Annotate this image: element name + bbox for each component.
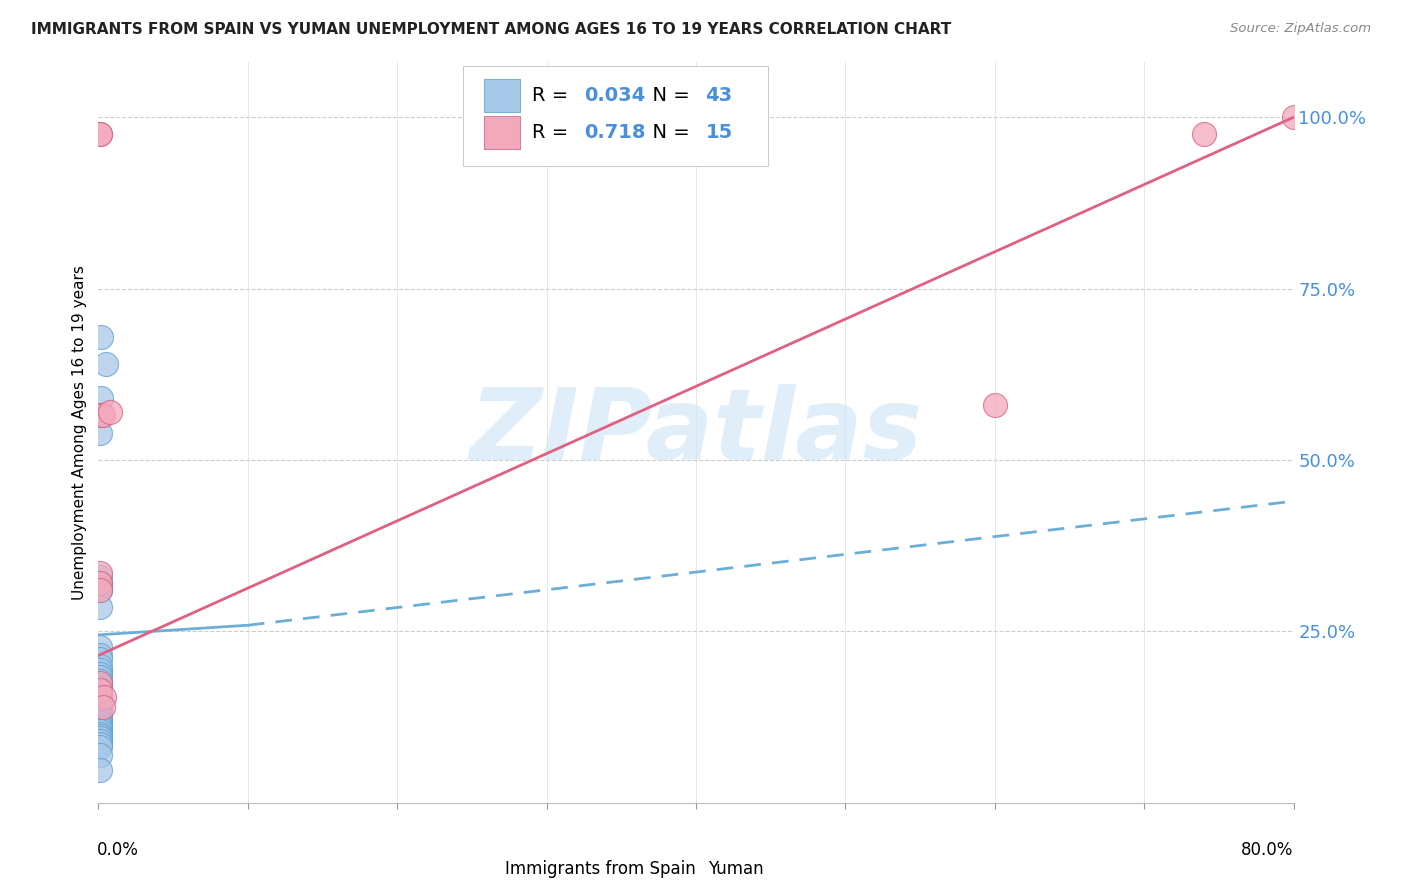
- Point: [1282, 110, 1305, 124]
- Point: [89, 708, 111, 723]
- Point: [89, 719, 111, 733]
- FancyBboxPatch shape: [463, 66, 768, 166]
- Point: [89, 716, 111, 731]
- Point: [89, 576, 111, 591]
- Point: [89, 729, 111, 743]
- Point: [90, 392, 112, 406]
- Text: Source: ZipAtlas.com: Source: ZipAtlas.com: [1230, 22, 1371, 36]
- Point: [89, 747, 111, 762]
- Point: [89, 425, 111, 440]
- Text: ZIPatlas: ZIPatlas: [470, 384, 922, 481]
- Point: [89, 688, 111, 702]
- Text: Yuman: Yuman: [709, 861, 763, 879]
- Point: [89, 652, 111, 666]
- Text: 0.0%: 0.0%: [97, 840, 139, 858]
- Point: [89, 682, 111, 697]
- Text: 0.718: 0.718: [583, 123, 645, 143]
- Point: [89, 734, 111, 748]
- Point: [89, 676, 111, 690]
- Point: [91, 699, 114, 714]
- Point: [91, 409, 114, 423]
- Point: [94, 357, 117, 371]
- Point: [89, 705, 111, 719]
- Point: [89, 690, 111, 705]
- Point: [89, 569, 111, 583]
- Text: 80.0%: 80.0%: [1241, 840, 1294, 858]
- Point: [89, 664, 111, 678]
- FancyBboxPatch shape: [666, 855, 702, 888]
- Point: [89, 697, 111, 711]
- Point: [89, 600, 111, 615]
- FancyBboxPatch shape: [485, 79, 520, 112]
- Point: [89, 739, 111, 754]
- Point: [89, 699, 111, 714]
- Text: 15: 15: [706, 123, 733, 143]
- Point: [89, 583, 111, 598]
- Point: [89, 714, 111, 728]
- Point: [89, 684, 111, 698]
- Point: [89, 726, 111, 740]
- Point: [1192, 128, 1215, 142]
- Text: IMMIGRANTS FROM SPAIN VS YUMAN UNEMPLOYMENT AMONG AGES 16 TO 19 YEARS CORRELATIO: IMMIGRANTS FROM SPAIN VS YUMAN UNEMPLOYM…: [31, 22, 952, 37]
- Point: [89, 711, 111, 725]
- Point: [90, 329, 112, 343]
- Point: [89, 667, 111, 681]
- Text: 0.034: 0.034: [583, 87, 645, 105]
- Point: [89, 580, 111, 594]
- Point: [90, 409, 112, 423]
- Point: [89, 648, 111, 663]
- Point: [89, 583, 111, 598]
- FancyBboxPatch shape: [485, 116, 520, 150]
- Text: R =: R =: [533, 87, 575, 105]
- Point: [89, 566, 111, 581]
- Point: [89, 702, 111, 716]
- Point: [89, 693, 111, 707]
- Point: [89, 763, 111, 777]
- Y-axis label: Unemployment Among Ages 16 to 19 years: Unemployment Among Ages 16 to 19 years: [72, 265, 87, 600]
- Point: [89, 128, 111, 142]
- Point: [89, 737, 111, 751]
- Point: [984, 398, 1007, 412]
- Point: [89, 678, 111, 692]
- Point: [89, 673, 111, 688]
- Point: [89, 576, 111, 591]
- Text: 43: 43: [706, 87, 733, 105]
- Text: N =: N =: [640, 123, 696, 143]
- Point: [89, 670, 111, 684]
- Point: [89, 658, 111, 673]
- Text: N =: N =: [640, 87, 696, 105]
- Point: [89, 731, 111, 746]
- Point: [89, 706, 111, 721]
- Point: [89, 721, 111, 735]
- Point: [89, 640, 111, 654]
- Point: [98, 405, 122, 419]
- Point: [89, 128, 111, 142]
- Point: [89, 681, 111, 695]
- Point: [89, 723, 111, 738]
- FancyBboxPatch shape: [463, 855, 499, 888]
- Text: Immigrants from Spain: Immigrants from Spain: [505, 861, 696, 879]
- Text: R =: R =: [533, 123, 575, 143]
- Point: [93, 690, 115, 704]
